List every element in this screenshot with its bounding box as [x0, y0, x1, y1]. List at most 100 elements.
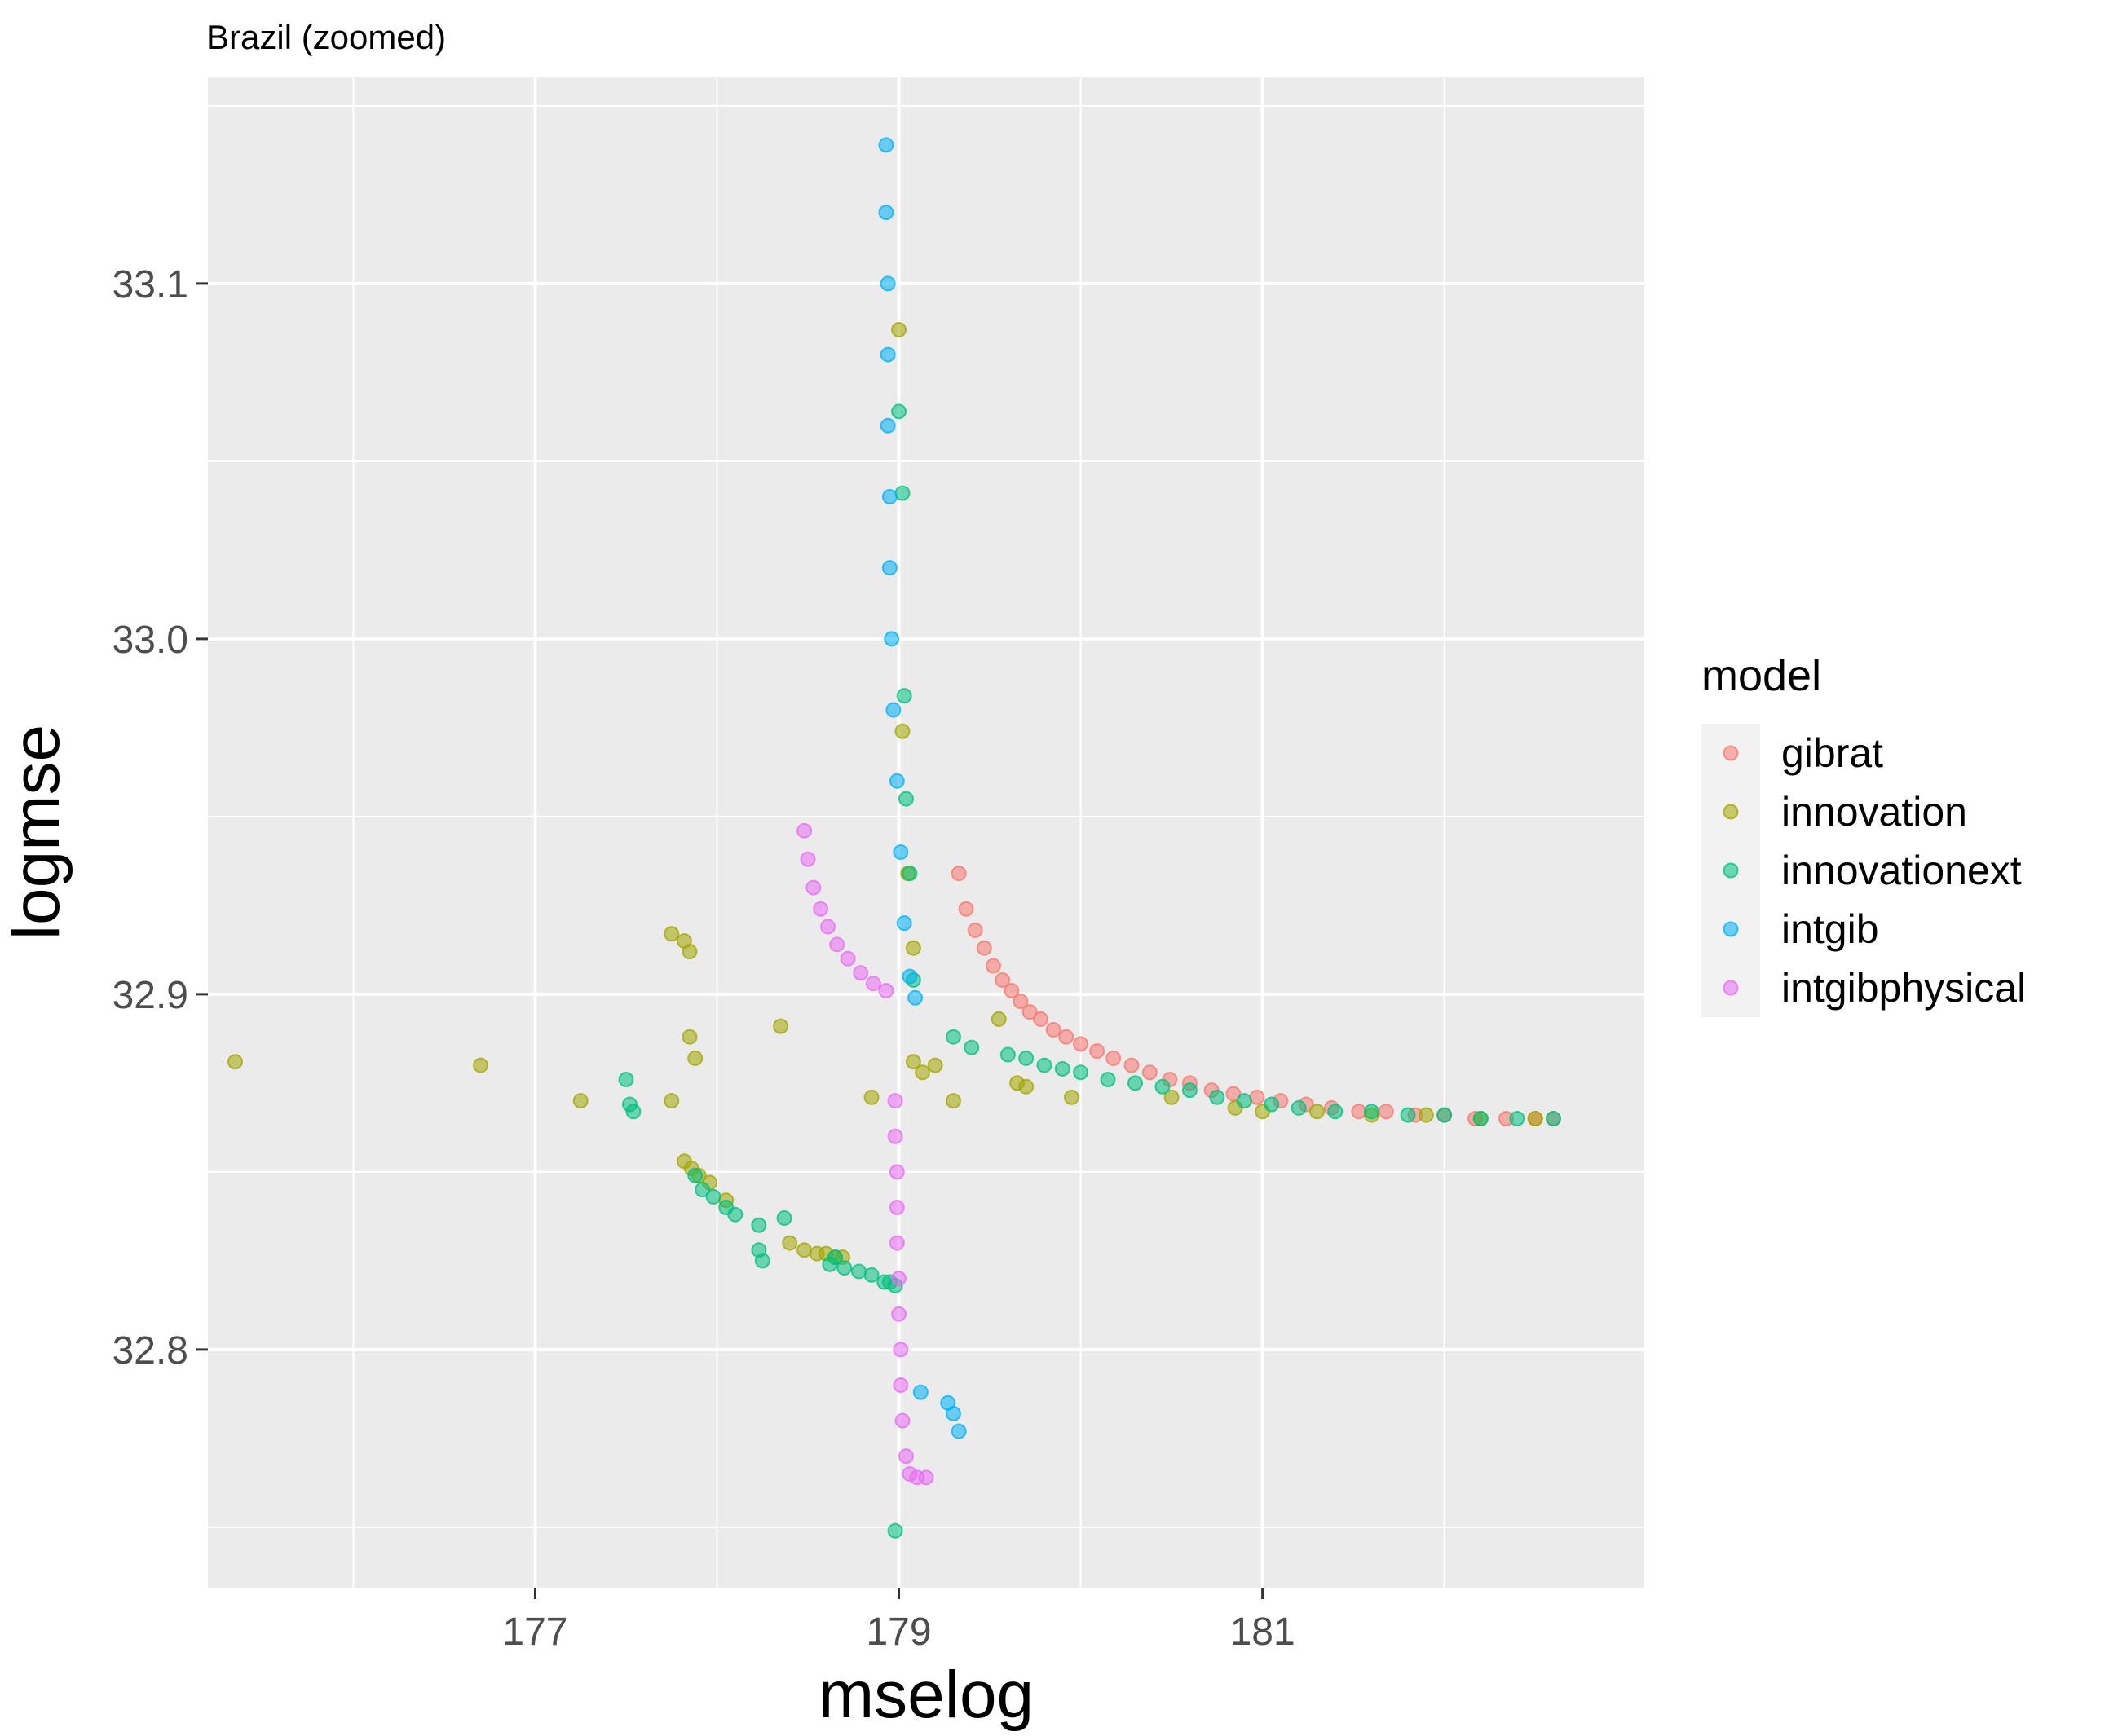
data-point-innovationext: [1209, 1089, 1225, 1105]
data-point-innovation: [1063, 1089, 1079, 1105]
data-point-innovationext: [1127, 1075, 1143, 1091]
data-point-innovationext: [1400, 1107, 1416, 1123]
y-tick-label: 33.0: [113, 619, 188, 662]
data-point-gibrat: [1045, 1021, 1061, 1038]
y-tick-label: 32.9: [113, 974, 188, 1017]
data-point-innovationext: [687, 1167, 704, 1183]
data-point-intgib: [881, 560, 898, 576]
data-point-intgibphysical: [893, 1377, 909, 1393]
data-point-intgibphysical: [889, 1164, 905, 1180]
data-point-innovationext: [705, 1188, 721, 1205]
data-point-innovationext: [894, 485, 911, 501]
data-point-intgibphysical: [891, 1271, 907, 1287]
data-point-innovation: [945, 1093, 961, 1109]
data-point-innovation: [905, 940, 921, 956]
data-point-intgibphysical: [887, 1093, 903, 1109]
data-point-gibrat: [1004, 983, 1020, 999]
data-point-innovationext: [1436, 1107, 1453, 1123]
data-point-innovationext: [1509, 1110, 1525, 1126]
data-point-intgibphysical: [889, 1199, 905, 1215]
data-point-innovationext: [727, 1206, 744, 1223]
data-point-gibrat: [951, 866, 967, 882]
data-point-innovation: [682, 944, 698, 960]
x-axis: 177 179 181: [502, 1588, 1295, 1654]
data-point-innovationext: [776, 1210, 792, 1227]
data-point-innovationext: [896, 688, 912, 704]
data-point-innovationext: [850, 1263, 867, 1280]
data-point-gibrat: [958, 901, 974, 917]
data-point-innovation: [796, 1242, 813, 1258]
legend-swatch: [1723, 980, 1739, 996]
data-point-gibrat: [1249, 1089, 1265, 1105]
data-point-innovation: [227, 1054, 243, 1070]
data-point-innovationext: [1291, 1099, 1307, 1116]
legend-swatch: [1723, 745, 1739, 761]
legend-swatch: [1723, 921, 1739, 937]
data-point-innovationext: [898, 791, 914, 807]
data-point-gibrat: [1089, 1043, 1105, 1060]
y-tick-label: 32.8: [113, 1329, 188, 1372]
legend-label: innovation: [1781, 789, 1967, 835]
data-point-gibrat: [986, 958, 1002, 974]
data-point-innovation: [894, 723, 911, 739]
data-point-intgib: [885, 702, 902, 718]
legend-label: gibrat: [1781, 730, 1883, 776]
data-point-intgib: [880, 275, 896, 292]
data-point-intgib: [945, 1405, 961, 1421]
data-point-intgibphysical: [891, 1306, 907, 1322]
data-point-intgib: [896, 915, 912, 932]
data-point-innovationext: [1236, 1093, 1252, 1109]
data-point-intgibphysical: [820, 919, 836, 935]
data-point-gibrat: [1073, 1036, 1089, 1052]
data-point-intgibphysical: [829, 936, 845, 953]
x-tick-label: 177: [502, 1610, 567, 1654]
data-point-innovation: [891, 322, 907, 338]
data-point-intgib: [907, 989, 924, 1006]
data-point-innovationext: [891, 403, 907, 420]
data-point-innovationext: [902, 866, 918, 882]
data-point-intgib: [878, 137, 894, 153]
legend-swatch: [1723, 804, 1739, 820]
data-point-innovation: [773, 1018, 789, 1034]
legend-label: intgib: [1781, 906, 1879, 952]
data-point-innovationext: [1036, 1057, 1052, 1073]
data-point-intgib: [893, 844, 909, 860]
data-point-innovationext: [887, 1522, 903, 1539]
data-point-innovationext: [1018, 1050, 1035, 1066]
data-point-innovation: [905, 1054, 921, 1070]
data-point-gibrat: [1123, 1057, 1140, 1073]
data-point-intgibphysical: [889, 1235, 905, 1251]
data-point-intgibphysical: [865, 976, 881, 992]
data-point-intgib: [912, 1384, 929, 1400]
data-point-innovation: [687, 1050, 704, 1066]
data-point-innovationext: [1054, 1060, 1070, 1077]
data-point-gibrat: [1378, 1104, 1394, 1120]
data-point-innovation: [1418, 1107, 1434, 1123]
data-point-innovation: [1163, 1089, 1180, 1105]
data-point-intgib: [884, 631, 900, 647]
data-point-intgibphysical: [800, 851, 816, 867]
data-point-innovationext: [1327, 1104, 1344, 1120]
data-point-gibrat: [1021, 1004, 1038, 1020]
data-point-gibrat: [1013, 994, 1029, 1010]
data-point-innovationext: [1154, 1078, 1171, 1095]
data-point-intgibphysical: [805, 879, 822, 896]
y-axis: 32.8 32.9 33.0 33.1: [113, 263, 208, 1372]
data-point-innovation: [572, 1093, 589, 1109]
minor-gridlines: [208, 77, 1644, 1588]
data-point-innovationext: [999, 1046, 1016, 1063]
data-point-innovationext: [1100, 1072, 1116, 1088]
data-point-intgibphysical: [796, 822, 813, 839]
data-point-innovation: [863, 1089, 880, 1105]
legend-label: innovationext: [1781, 848, 2022, 893]
data-point-intgib: [878, 205, 894, 221]
data-point-innovationext: [754, 1253, 770, 1269]
data-point-innovation: [1309, 1104, 1326, 1120]
data-point-intgib: [951, 1423, 967, 1439]
data-point-innovationext: [964, 1039, 980, 1055]
data-point-innovationext: [1181, 1082, 1198, 1099]
data-point-gibrat: [1033, 1011, 1049, 1027]
data-point-innovationext: [1472, 1110, 1489, 1126]
